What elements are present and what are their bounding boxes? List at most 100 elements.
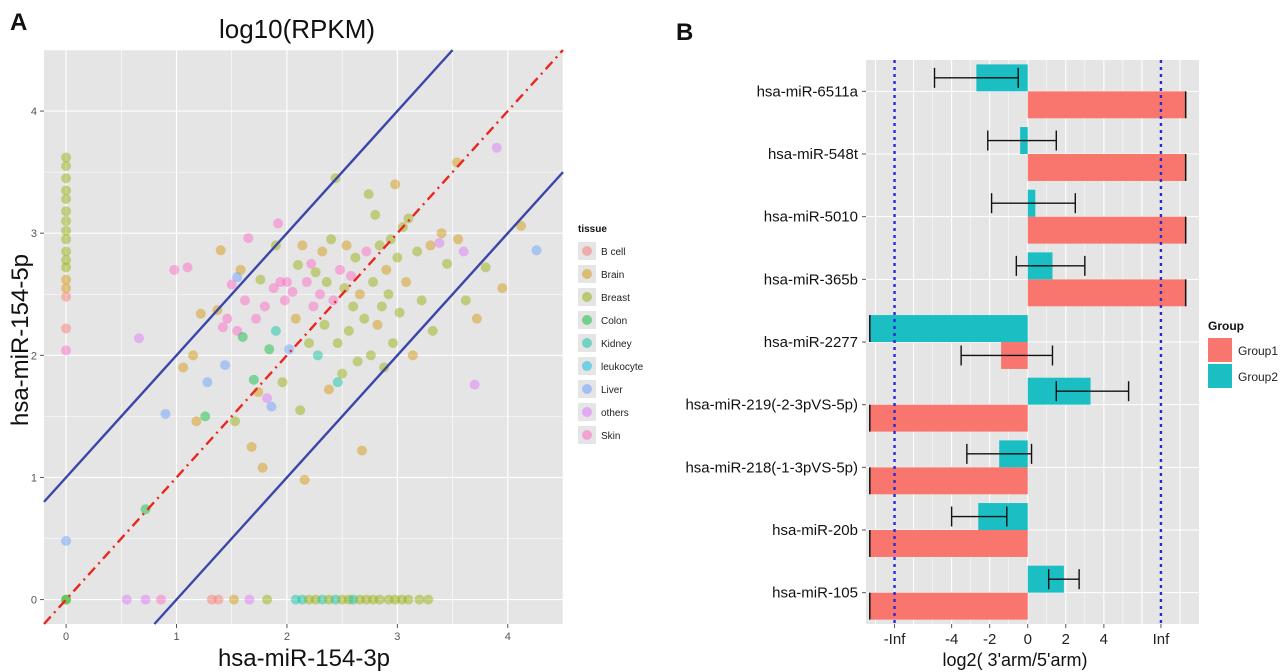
panel-b-legend-swatch: [1208, 338, 1232, 362]
panel-a-point: [345, 270, 356, 281]
panel-a-point: [330, 594, 341, 605]
panel-b-bar: [1027, 279, 1186, 307]
panel-a-point: [436, 228, 447, 239]
panel-a-point: [531, 245, 542, 256]
panel-a-point: [383, 594, 394, 605]
panel-a-point: [310, 267, 321, 278]
panel-a-point: [248, 374, 259, 385]
panel-a-legend-label: leukocyte: [601, 362, 644, 373]
panel-a-point: [372, 319, 383, 330]
panel-a-point: [480, 262, 491, 273]
panel-a-point: [412, 246, 423, 257]
panel-b-legend-swatch: [1208, 364, 1232, 388]
panel-a-point: [407, 350, 418, 361]
panel-a-legend-swatch: [582, 292, 592, 302]
panel-b-category-label: hsa-miR-365b: [764, 271, 858, 288]
panel-a-point: [235, 264, 246, 275]
panel-a-point: [156, 594, 167, 605]
panel-b-bar: [869, 530, 1028, 557]
panel-a-point: [383, 289, 394, 300]
panel-b-category-label: hsa-miR-105: [772, 585, 858, 602]
panel-a-point: [401, 277, 412, 288]
panel-a-legend-swatch: [582, 246, 592, 256]
panel-a-point: [61, 215, 72, 226]
panel-a-point: [359, 313, 370, 324]
panel-a-x-tick-label: 2: [284, 631, 290, 643]
panel-b-x-tick-label: 2: [1062, 631, 1070, 648]
panel-a-point: [188, 350, 199, 361]
panel-a-point: [370, 209, 381, 220]
panel-a-point: [61, 225, 72, 236]
panel-a-point: [374, 240, 385, 251]
panel-b-category-label: hsa-miR-5010: [764, 209, 858, 226]
panel-b-bars: [869, 64, 1187, 620]
panel-a-point: [297, 594, 308, 605]
panel-a-point: [381, 264, 392, 275]
panel-a-point: [332, 377, 343, 388]
panel-a-point: [328, 295, 339, 306]
panel-a-legend-label: Breast: [601, 293, 630, 304]
panel-a-point: [61, 246, 72, 257]
panel-a-point: [195, 308, 206, 319]
panel-a-y-tick-label: 0: [31, 595, 37, 607]
panel-a-point: [348, 594, 359, 605]
panel-a-point: [361, 246, 372, 257]
panel-a-point: [182, 262, 193, 273]
panel-a-legend-title: tissue: [578, 224, 607, 235]
panel-a-gridlines: [44, 49, 564, 624]
panel-a-point: [244, 594, 255, 605]
panel-a-point: [262, 393, 273, 404]
panel-a-fold-line: [153, 171, 564, 625]
panel-a-legend-label: Colon: [601, 316, 627, 327]
panel-b-category-label: hsa-miR-548t: [768, 146, 859, 163]
panel-b-x-tick-label: 0: [1024, 631, 1032, 648]
panel-a-legend-label: others: [601, 408, 629, 419]
panel-a-point: [354, 594, 365, 605]
panel-a-point: [281, 277, 292, 288]
panel-a-point: [427, 325, 438, 336]
panel-a-point: [301, 277, 312, 288]
panel-a-point: [350, 252, 361, 263]
panel-a-point: [317, 594, 328, 605]
panel-b-x-tick-label: Inf: [1153, 631, 1171, 648]
panel-a-point: [365, 350, 376, 361]
panel-a-point: [215, 245, 226, 256]
panel-b-category-label: hsa-miR-219(-2-3pVS-5p): [685, 397, 858, 414]
panel-a-point: [304, 594, 315, 605]
panel-b-category-labels: hsa-miR-6511a hsa-miR-548t hsa-miR-5010 hsa…: [685, 83, 866, 602]
panel-a-point: [200, 411, 211, 422]
panel-a-point: [275, 277, 286, 288]
panel-a-point: [266, 401, 277, 412]
panel-a-point: [442, 258, 453, 269]
panel-b-category-label: hsa-miR-2277: [764, 334, 858, 351]
panel-a-point: [160, 408, 171, 419]
panel-a-point: [264, 344, 275, 355]
panel-a-x-axis-title: hsa-miR-154-3p: [218, 645, 390, 672]
panel-a-point: [140, 594, 151, 605]
panel-a-fold-line: [43, 49, 454, 503]
panel-a-point: [434, 237, 445, 248]
panel-a-legend-swatch: [582, 338, 592, 348]
panel-a-point: [396, 594, 407, 605]
panel-a-point: [343, 325, 354, 336]
panel-b-x-tick-label: 4: [1100, 631, 1108, 648]
panel-a-point: [178, 362, 189, 373]
panel-a-point: [368, 277, 379, 288]
panel-a-point: [323, 594, 334, 605]
panel-a-point: [361, 594, 372, 605]
panel-b-bar: [1027, 154, 1186, 181]
panel-a-point: [220, 360, 231, 371]
panel-a-point: [416, 295, 427, 306]
panel-a-x-tick-label: 1: [173, 631, 179, 643]
panel-a-point: [334, 264, 345, 275]
panel-a-legend-label: Brain: [601, 270, 624, 281]
panel-a-legend-swatch: [582, 269, 592, 279]
panel-a-point: [140, 504, 151, 515]
panel-a-point: [255, 274, 266, 285]
panel-a-point: [191, 416, 202, 427]
panel-a-legend-label: Kidney: [601, 339, 632, 350]
panel-a-point: [414, 594, 425, 605]
panel-a-legend-swatch: [582, 384, 592, 394]
panel-a-point: [287, 286, 298, 297]
